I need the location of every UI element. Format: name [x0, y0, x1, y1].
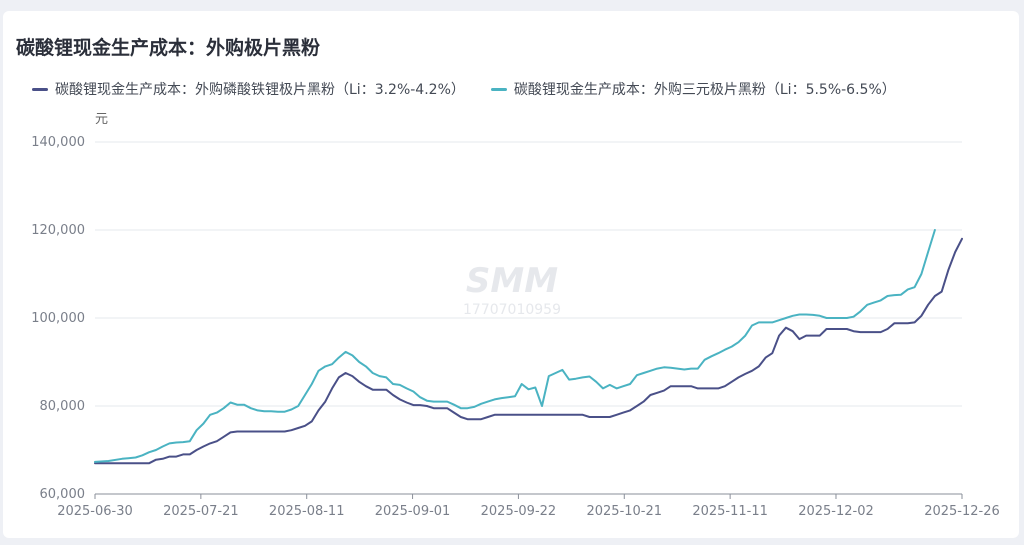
series-line-ncm[interactable] [94, 229, 936, 463]
y-tick-label: 60,000 [40, 487, 86, 502]
y-axis-unit: 元 [95, 112, 109, 127]
series-line-lfp[interactable] [94, 237, 963, 465]
grid-lines [95, 141, 962, 407]
watermark: SMM 17707010959 [463, 261, 561, 318]
legend-item-lfp[interactable]: 碳酸锂现金生产成本：外购磷酸铁锂极片黑粉（Li：3.2%-4.2%） [32, 79, 465, 99]
legend-swatch-lfp [32, 87, 48, 91]
x-tick-label: 2025-06-30 [57, 504, 133, 519]
x-tick-label: 2025-12-02 [798, 504, 874, 519]
x-tick-label: 2025-07-21 [163, 504, 239, 519]
y-tick-label: 100,000 [31, 311, 85, 326]
x-tick-label: 2025-09-01 [375, 504, 451, 519]
x-tick-label: 2025-08-11 [269, 504, 345, 519]
x-tick-label: 2025-11-11 [692, 504, 768, 519]
legend-label-ncm: 碳酸锂现金生产成本：外购三元极片黑粉（Li：5.5%-6.5%） [513, 82, 896, 98]
legend-label-lfp: 碳酸锂现金生产成本：外购磷酸铁锂极片黑粉（Li：3.2%-4.2%） [55, 82, 465, 98]
y-tick-label: 140,000 [31, 135, 85, 150]
series-lines [94, 229, 963, 465]
chart-title: 碳酸锂现金生产成本：外购极片黑粉 [16, 37, 321, 59]
y-axis-ticks: 60,000 80,000 100,000 120,000 140,000 [31, 135, 85, 502]
watermark-logo: SMM [466, 261, 558, 301]
y-tick-label: 120,000 [31, 223, 85, 238]
y-tick-label: 80,000 [40, 399, 86, 414]
x-tick-label: 2025-09-22 [481, 504, 557, 519]
x-axis-ticks: 2025-06-30 2025-07-21 2025-08-11 2025-09-01… [57, 494, 1000, 519]
x-tick-label: 2025-10-21 [586, 504, 662, 519]
x-tick-label: 2025-12-26 [924, 504, 1000, 519]
legend-swatch-ncm [490, 87, 507, 91]
legend-item-ncm[interactable]: 碳酸锂现金生产成本：外购三元极片黑粉（Li：5.5%-6.5%） [490, 79, 896, 99]
watermark-phone: 17707010959 [463, 302, 561, 318]
chart-legend: 碳酸锂现金生产成本：外购磷酸铁锂极片黑粉（Li：3.2%-4.2%） 碳酸锂现金… [32, 79, 896, 99]
chart-card [3, 11, 1019, 538]
